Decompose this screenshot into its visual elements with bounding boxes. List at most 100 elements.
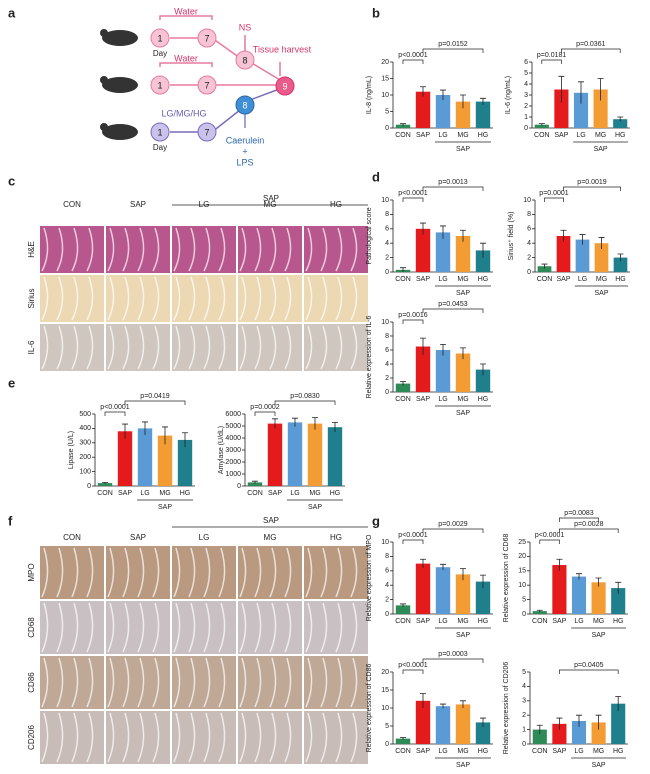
tissue-texture bbox=[269, 547, 277, 598]
tissue-texture bbox=[173, 547, 181, 598]
p-value: p<0.0001 bbox=[398, 532, 427, 539]
p-value: p<0.0001 bbox=[398, 52, 427, 59]
tissue-texture bbox=[269, 276, 277, 321]
tissue-texture bbox=[269, 712, 277, 763]
row-label: Sirius bbox=[27, 288, 36, 308]
bar bbox=[611, 588, 626, 614]
tissue-texture bbox=[239, 657, 247, 708]
tissue-texture bbox=[203, 657, 211, 708]
bar bbox=[137, 428, 153, 486]
error-bar bbox=[617, 253, 624, 262]
tissue-texture bbox=[335, 547, 343, 598]
x-tick-label: MG bbox=[593, 618, 604, 625]
column-header: HG bbox=[330, 533, 342, 542]
significance-bracket bbox=[422, 48, 484, 53]
error-bar bbox=[480, 574, 486, 589]
p-value: p=0.0019 bbox=[577, 179, 606, 186]
bar bbox=[575, 239, 590, 272]
x-tick-label: HG bbox=[615, 276, 626, 283]
x-tick-label: LG bbox=[140, 490, 149, 497]
bar bbox=[395, 124, 411, 128]
y-tick-label: 6 bbox=[385, 347, 389, 354]
significance-bracket bbox=[561, 48, 621, 53]
bar bbox=[455, 353, 471, 392]
x-tick-label: SAP bbox=[416, 276, 430, 283]
tissue-texture bbox=[173, 712, 181, 763]
group-label: SAP bbox=[456, 290, 470, 297]
scheme-label: Day bbox=[153, 49, 167, 58]
micrograph bbox=[304, 711, 368, 764]
x-tick-label: MG bbox=[457, 132, 468, 139]
p-value: p=0.0001 bbox=[539, 190, 568, 197]
y-axis-label: IL-8 (ng/mL) bbox=[366, 76, 373, 114]
bar bbox=[552, 723, 567, 744]
row-label: CD68 bbox=[27, 617, 36, 638]
tissue-texture bbox=[152, 276, 160, 321]
bar bbox=[435, 706, 451, 744]
significance-bracket bbox=[559, 669, 619, 674]
tissue-texture bbox=[254, 712, 262, 763]
micrograph bbox=[238, 546, 302, 599]
tissue-texture bbox=[137, 325, 145, 370]
bar bbox=[435, 567, 451, 614]
error-bar bbox=[578, 81, 584, 104]
micrograph bbox=[304, 275, 368, 322]
y-axis-label: Sirius⁺ field (%) bbox=[508, 212, 515, 261]
y-tick-label: 5000 bbox=[225, 423, 241, 430]
micrograph bbox=[238, 226, 302, 273]
significance-bracket bbox=[422, 658, 484, 663]
tissue-texture bbox=[305, 276, 313, 321]
tissue-texture bbox=[41, 547, 49, 598]
tissue-texture bbox=[284, 325, 292, 370]
y-tick-label: 10 bbox=[381, 319, 389, 326]
y-tick-label: 1 bbox=[522, 726, 526, 733]
tissue-texture bbox=[305, 712, 313, 763]
y-tick-label: 10 bbox=[523, 197, 531, 204]
mouse-icons bbox=[100, 29, 138, 140]
error-bar bbox=[400, 267, 406, 272]
x-tick-label: LG bbox=[290, 490, 299, 497]
row-label: H&E bbox=[27, 241, 36, 257]
error-bar bbox=[460, 568, 466, 581]
tissue-texture bbox=[71, 602, 79, 653]
micrograph bbox=[238, 275, 302, 322]
tissue-texture bbox=[335, 657, 343, 708]
group-label: SAP bbox=[308, 504, 322, 511]
y-tick-label: 500 bbox=[79, 411, 91, 418]
scheme-label: NS bbox=[239, 22, 252, 32]
x-tick-label: MG bbox=[457, 748, 468, 755]
tissue-texture bbox=[56, 657, 64, 708]
y-tick-label: 4000 bbox=[225, 435, 241, 442]
x-tick-label: MG bbox=[457, 276, 468, 283]
tissue-texture bbox=[122, 227, 130, 272]
y-tick-label: 0 bbox=[385, 611, 389, 618]
tissue-texture bbox=[203, 712, 211, 763]
error-bar bbox=[597, 78, 604, 101]
y-tick-label: 4 bbox=[522, 683, 526, 690]
tissue-texture bbox=[188, 276, 196, 321]
tissue-texture bbox=[284, 227, 292, 272]
micrograph bbox=[40, 324, 104, 371]
x-tick-label: SAP bbox=[416, 618, 430, 625]
tissue-texture bbox=[188, 325, 196, 370]
bar bbox=[475, 250, 491, 272]
day-node: 1 bbox=[157, 33, 162, 43]
x-tick-label: LG bbox=[438, 132, 447, 139]
x-tick-label: SAP bbox=[416, 748, 430, 755]
tissue-texture bbox=[137, 712, 145, 763]
day-node: 8 bbox=[242, 55, 247, 65]
tissue-texture bbox=[269, 602, 277, 653]
bar bbox=[395, 383, 411, 392]
error-bar bbox=[312, 417, 318, 430]
y-tick-label: 0 bbox=[522, 741, 526, 748]
scheme-label: LPS bbox=[236, 157, 253, 167]
p-value: p=0.0152 bbox=[438, 41, 467, 48]
row-label: IL-6 bbox=[27, 340, 36, 354]
tissue-texture bbox=[320, 325, 328, 370]
bar bbox=[97, 483, 113, 486]
tissue-texture bbox=[86, 227, 94, 272]
p-value: p<0.0001 bbox=[398, 190, 427, 197]
tissue-texture bbox=[122, 276, 130, 321]
y-tick-label: 0 bbox=[385, 741, 389, 748]
error-bar bbox=[556, 558, 563, 571]
